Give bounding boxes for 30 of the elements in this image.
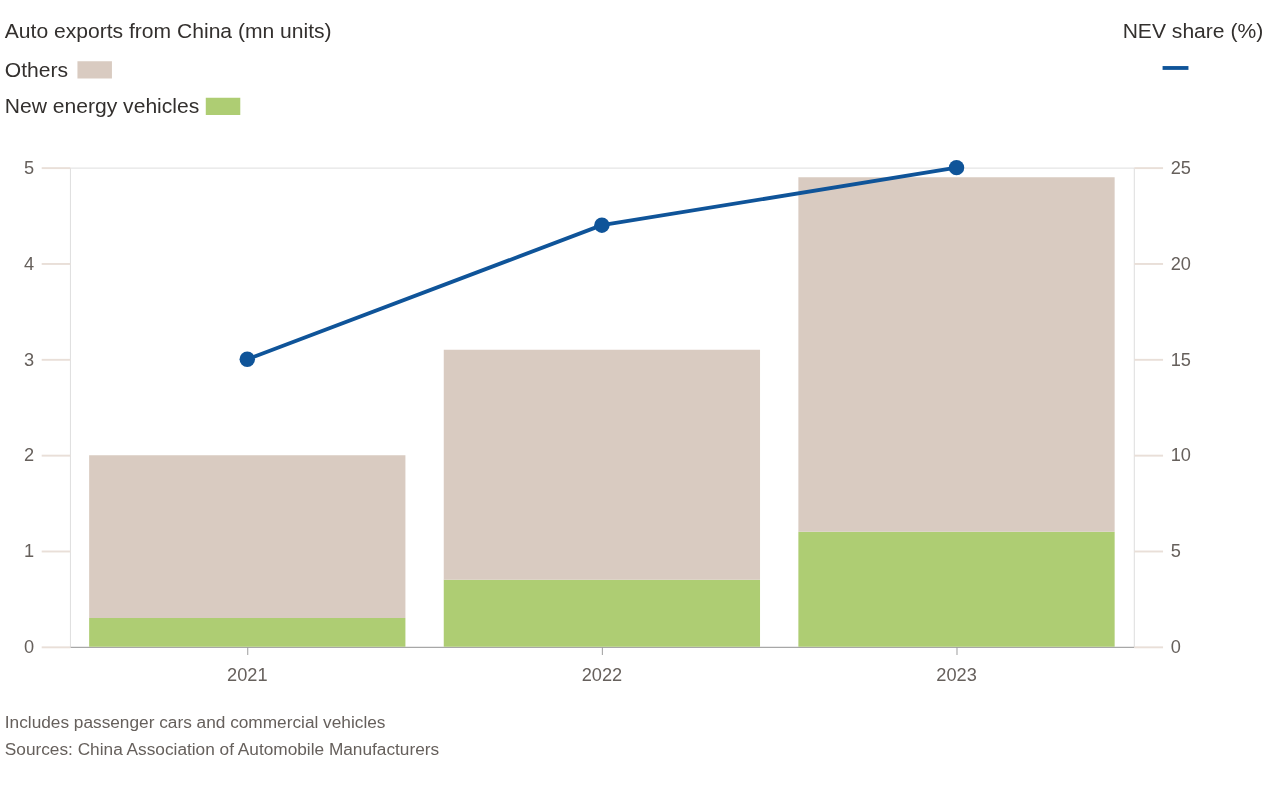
y-tick-label: 5	[23, 157, 35, 178]
point	[239, 351, 255, 368]
point	[594, 217, 610, 233]
x-tick-label: 2021	[227, 664, 268, 685]
bar	[89, 455, 406, 619]
text: NEV share (%)	[1122, 19, 1264, 43]
y-tick-label: 2	[23, 445, 35, 466]
y-tick-label: 4	[23, 253, 35, 274]
y-tick-label: 3	[23, 349, 35, 370]
y2-tick-label: 25	[1170, 157, 1191, 178]
y2-tick-label: 15	[1170, 349, 1191, 370]
bar	[798, 177, 1115, 532]
text: Auto exports from China (mn units)	[4, 19, 332, 43]
source-note: Sources: China Association of Automobile Manufacturers	[4, 739, 440, 760]
legend-label: Others	[4, 57, 69, 81]
x-tick-label: 2023	[936, 664, 977, 685]
y2-tick-label: 0	[1170, 637, 1181, 658]
x-tick-label: 2022	[581, 664, 623, 685]
y-tick-label: 1	[23, 541, 35, 562]
y2-tick-label: 5	[1170, 541, 1181, 562]
point	[948, 159, 965, 176]
bar	[443, 579, 761, 647]
bar	[798, 531, 1115, 647]
y2-tick-label: 10	[1170, 445, 1191, 466]
text: Includes passenger cars and commercial vehicles	[4, 712, 386, 733]
bar	[443, 349, 761, 580]
y-tick-label: 0	[23, 637, 35, 658]
legend-label: New energy vehicles	[4, 94, 200, 118]
bar	[89, 618, 406, 647]
y2-tick-label: 20	[1170, 253, 1191, 274]
